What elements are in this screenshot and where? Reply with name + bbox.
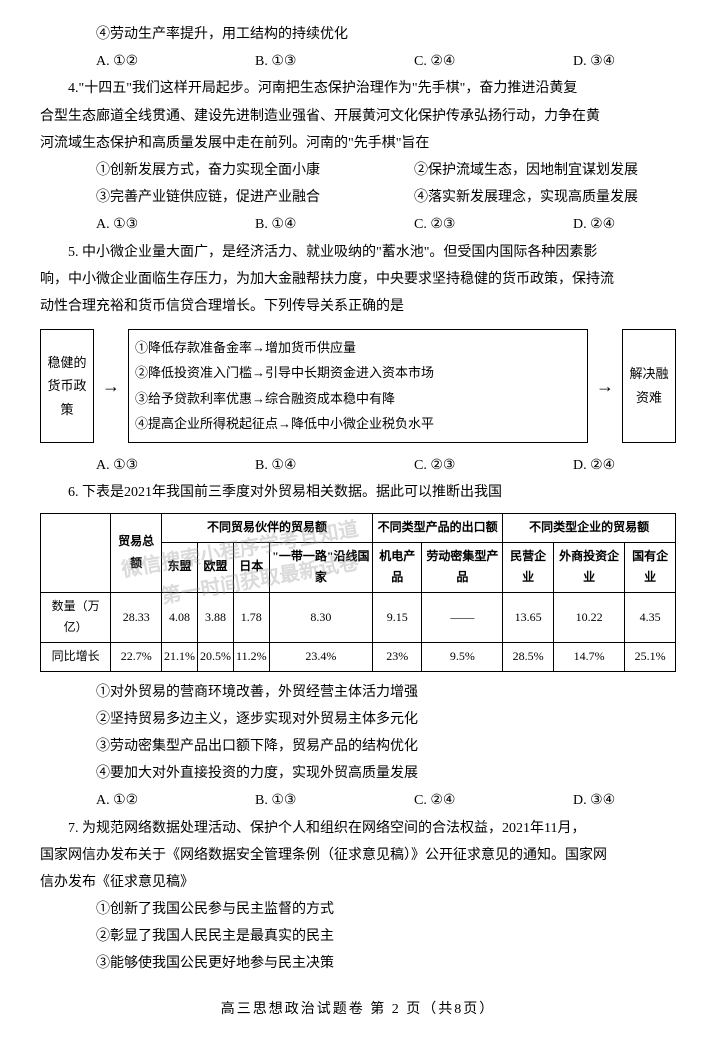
q3-item4: ④劳动生产率提升，用工结构的持续优化	[40, 22, 676, 47]
q5-diagram: 稳健的货币政策 → ①降低存款准备金率→增加货币供应量 ②降低投资准入门槛→引导…	[40, 329, 676, 443]
q6-stem1: 6. 下表是2021年我国前三季度对外贸易相关数据。据此可以推断出我国	[40, 480, 676, 505]
q5-box-left: 稳健的货币政策	[40, 329, 94, 443]
q4-opt-d: D. ②④	[517, 212, 676, 237]
td: 14.7%	[553, 642, 624, 671]
q6-opt-b: B. ①③	[199, 788, 358, 813]
td: 8.30	[269, 592, 372, 642]
th-total: 贸易总额	[111, 514, 162, 593]
td: 20.5%	[198, 642, 234, 671]
q6-item4: ④要加大对外直接投资的力度，实现外贸高质量发展	[40, 761, 676, 786]
page-footer: 高三思想政治试题卷 第 2 页（共8页）	[40, 997, 676, 1022]
td: 3.88	[198, 592, 234, 642]
td: 9.15	[373, 592, 422, 642]
q3-opt-a: A. ①②	[40, 49, 199, 74]
q5-box-l3: ③给予贷款利率优惠→综合融资成本稳中有降	[135, 387, 581, 410]
th-group3: 不同类型企业的贸易额	[503, 514, 676, 543]
arrow-icon: →	[596, 329, 614, 443]
q5-box-mid: ①降低存款准备金率→增加货币供应量 ②降低投资准入门槛→引导中长期资金进入资本市…	[128, 329, 588, 443]
q5-opt-a: A. ①③	[40, 453, 199, 478]
td: 4.08	[162, 592, 198, 642]
q5-stem3: 动性合理充裕和货币信贷合理增长。下列传导关系正确的是	[40, 294, 676, 319]
th-group2: 不同类型产品的出口额	[373, 514, 503, 543]
q5-opt-c: C. ②③	[358, 453, 517, 478]
td-label: 同比增长	[41, 642, 111, 671]
q5-box-right: 解决融资难	[622, 329, 676, 443]
q6-opt-a: A. ①②	[40, 788, 199, 813]
q4-stem1: 4."十四五"我们这样开局起步。河南把生态保护治理作为"先手棋"，奋力推进沿黄复	[40, 76, 676, 101]
q7-stem2: 国家网信办发布关于《网络数据安全管理条例（征求意见稿）》公开征求意见的通知。国家…	[40, 843, 676, 868]
td: 28.33	[111, 592, 162, 642]
table-row: 贸易总额 不同贸易伙伴的贸易额 不同类型产品的出口额 不同类型企业的贸易额	[41, 514, 676, 543]
q4-item4: ④落实新发展理念，实现高质量发展	[358, 185, 676, 210]
q6-item1: ①对外贸易的营商环境改善，外贸经营主体活力增强	[40, 680, 676, 705]
q6-item3: ③劳动密集型产品出口额下降，贸易产品的结构优化	[40, 734, 676, 759]
td: 9.5%	[422, 642, 503, 671]
th-group1: 不同贸易伙伴的贸易额	[162, 514, 373, 543]
table-row: 数量（万亿） 28.33 4.08 3.88 1.78 8.30 9.15 ——…	[41, 592, 676, 642]
q6-opt-c: C. ②④	[358, 788, 517, 813]
q6-table: 贸易总额 不同贸易伙伴的贸易额 不同类型产品的出口额 不同类型企业的贸易额 东盟…	[40, 513, 676, 672]
q4-opt-c: C. ②③	[358, 212, 517, 237]
q4-row1: ①创新发展方式，奋力实现全面小康 ②保护流域生态，因地制宜谋划发展	[40, 158, 676, 183]
q4-item2: ②保护流域生态，因地制宜谋划发展	[358, 158, 676, 183]
td: 11.2%	[234, 642, 270, 671]
q3-opt-d: D. ③④	[517, 49, 676, 74]
q6-options: A. ①② B. ①③ C. ②④ D. ③④	[40, 788, 676, 813]
q4-row2: ③完善产业链供应链，促进产业融合 ④落实新发展理念，实现高质量发展	[40, 185, 676, 210]
q5-opt-b: B. ①④	[199, 453, 358, 478]
th: 劳动密集型产品	[422, 542, 503, 592]
q7-item1: ①创新了我国公民参与民主监督的方式	[40, 897, 676, 922]
q4-stem2: 合型生态廊道全线贯通、建设先进制造业强省、开展黄河文化保护传承弘扬行动，力争在黄	[40, 104, 676, 129]
td: ——	[422, 592, 503, 642]
q6-opt-d: D. ③④	[517, 788, 676, 813]
q5-stem2: 响，中小微企业面临生存压力，为加大金融帮扶力度，中央要求坚持稳健的货币政策，保持…	[40, 267, 676, 292]
th: "一带一路"沿线国家	[269, 542, 372, 592]
td: 23.4%	[269, 642, 372, 671]
td: 21.1%	[162, 642, 198, 671]
arrow-icon: →	[102, 329, 120, 443]
q5-options: A. ①③ B. ①④ C. ②③ D. ②④	[40, 453, 676, 478]
td: 23%	[373, 642, 422, 671]
q7-stem1: 7. 为规范网络数据处理活动、保护个人和组织在网络空间的合法权益，2021年11…	[40, 816, 676, 841]
td-label: 数量（万亿）	[41, 592, 111, 642]
q3-opt-b: B. ①③	[199, 49, 358, 74]
q5-box-l4: ④提高企业所得税起征点→降低中小微企业税负水平	[135, 412, 581, 435]
th-blank	[41, 514, 111, 593]
th: 欧盟	[198, 542, 234, 592]
th: 东盟	[162, 542, 198, 592]
td: 10.22	[553, 592, 624, 642]
q4-item3: ③完善产业链供应链，促进产业融合	[40, 185, 358, 210]
q4-item1: ①创新发展方式，奋力实现全面小康	[40, 158, 358, 183]
q5-opt-d: D. ②④	[517, 453, 676, 478]
table-row: 同比增长 22.7% 21.1% 20.5% 11.2% 23.4% 23% 9…	[41, 642, 676, 671]
q5-box-l2: ②降低投资准入门槛→引导中长期资金进入资本市场	[135, 361, 581, 384]
q4-opt-a: A. ①③	[40, 212, 199, 237]
q4-stem3: 河流域生态保护和高质量发展中走在前列。河南的"先手棋"旨在	[40, 131, 676, 156]
q7-stem3: 信办发布《征求意见稿》	[40, 870, 676, 895]
th: 民营企业	[503, 542, 554, 592]
th: 机电产品	[373, 542, 422, 592]
td: 25.1%	[625, 642, 676, 671]
q3-opt-c: C. ②④	[358, 49, 517, 74]
q5-stem1: 5. 中小微企业量大面广，是经济活力、就业吸纳的"蓄水池"。但受国内国际各种因素…	[40, 240, 676, 265]
td: 28.5%	[503, 642, 554, 671]
q7-item3: ③能够使我国公民更好地参与民主决策	[40, 951, 676, 976]
td: 1.78	[234, 592, 270, 642]
td: 22.7%	[111, 642, 162, 671]
q5-box-l1: ①降低存款准备金率→增加货币供应量	[135, 336, 581, 359]
td: 4.35	[625, 592, 676, 642]
q4-opt-b: B. ①④	[199, 212, 358, 237]
q6-item2: ②坚持贸易多边主义，逐步实现对外贸易主体多元化	[40, 707, 676, 732]
th: 日本	[234, 542, 270, 592]
q3-options: A. ①② B. ①③ C. ②④ D. ③④	[40, 49, 676, 74]
td: 13.65	[503, 592, 554, 642]
q7-item2: ②彰显了我国人民民主是最真实的民主	[40, 924, 676, 949]
q4-options: A. ①③ B. ①④ C. ②③ D. ②④	[40, 212, 676, 237]
th: 外商投资企业	[553, 542, 624, 592]
th: 国有企业	[625, 542, 676, 592]
